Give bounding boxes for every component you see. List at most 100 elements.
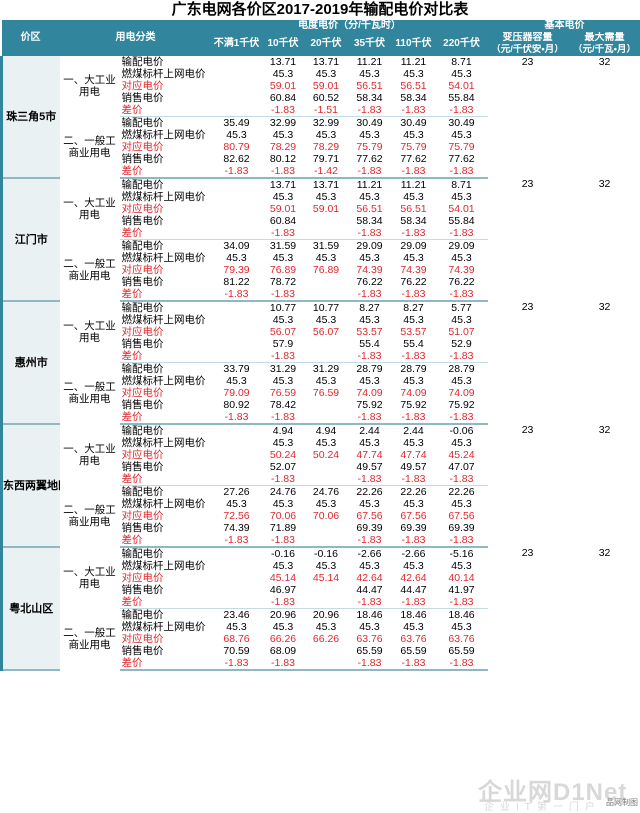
- price-cell-v-lt1: 80.79: [212, 141, 262, 153]
- price-cell-v20: 24.76: [305, 486, 348, 499]
- price-cell-v20: -1.42: [305, 165, 348, 178]
- price-cell-v20: -0.16: [305, 547, 348, 560]
- price-item-label: 销售电价: [120, 338, 212, 350]
- price-cell-v110: 56.51: [392, 80, 436, 92]
- price-cell-v-lt1: 45.3: [212, 621, 262, 633]
- price-cell-v220: 47.07: [436, 461, 488, 473]
- price-cell-v110: 49.57: [392, 461, 436, 473]
- price-cell-v35: 8.27: [348, 301, 392, 314]
- price-cell-v220: 8.71: [436, 56, 488, 68]
- price-cell-v10: 45.3: [262, 314, 305, 326]
- price-cell-v35: 2.44: [348, 424, 392, 437]
- price-cell-v20: 13.71: [305, 178, 348, 191]
- price-cell-v-lt1: -1.83: [212, 411, 262, 424]
- price-cell-v110: 29.09: [392, 240, 436, 253]
- price-cell-v220: 77.62: [436, 153, 488, 165]
- price-cell-v10: 66.26: [262, 633, 305, 645]
- price-cell-v-lt1: [212, 560, 262, 572]
- price-cell-v10: 50.24: [262, 449, 305, 461]
- price-cell-v-lt1: 74.39: [212, 522, 262, 534]
- price-cell-v220: 5.77: [436, 301, 488, 314]
- price-comparison-table: 价区 用电分类 电度电价（分/千瓦时） 基本电价 不满1千伏 10千伏 20千伏…: [0, 20, 640, 671]
- price-cell-v220: 75.79: [436, 141, 488, 153]
- price-cell-v35: 42.64: [348, 572, 392, 584]
- price-cell-v10: 45.3: [262, 498, 305, 510]
- max-demand-price: [568, 240, 640, 302]
- category-label: 一、大工业用电: [60, 301, 120, 363]
- max-demand-price: 32: [568, 56, 640, 117]
- price-cell-v10: 13.71: [262, 56, 305, 68]
- price-cell-v110: -2.66: [392, 547, 436, 560]
- price-cell-v10: 45.3: [262, 437, 305, 449]
- price-cell-v220: 30.49: [436, 117, 488, 130]
- price-cell-v20: [305, 584, 348, 596]
- price-cell-v110: 56.51: [392, 203, 436, 215]
- price-cell-v220: -1.83: [436, 534, 488, 547]
- price-cell-v10: 45.3: [262, 129, 305, 141]
- price-cell-v20: -1.51: [305, 104, 348, 117]
- price-cell-v220: 65.59: [436, 645, 488, 657]
- price-cell-v220: -1.83: [436, 288, 488, 301]
- category-label: 二、一般工商业用电: [60, 363, 120, 425]
- header-demand-unit: （元/千瓦•月）: [568, 44, 640, 56]
- price-cell-v220: 45.3: [436, 498, 488, 510]
- price-cell-v110: 28.79: [392, 363, 436, 376]
- price-cell-v35: 28.79: [348, 363, 392, 376]
- price-cell-v10: 60.84: [262, 92, 305, 104]
- header-basic-price: 基本电价: [488, 20, 640, 32]
- price-cell-v10: 60.84: [262, 215, 305, 227]
- price-cell-v20: [305, 522, 348, 534]
- price-item-label: 燃煤标杆上网电价: [120, 68, 212, 80]
- max-demand-price: 32: [568, 424, 640, 486]
- price-item-label: 对应电价: [120, 633, 212, 645]
- price-cell-v10: 24.76: [262, 486, 305, 499]
- price-cell-v220: 55.84: [436, 92, 488, 104]
- price-cell-v20: [305, 215, 348, 227]
- price-cell-v35: 74.09: [348, 387, 392, 399]
- price-cell-v20: 45.3: [305, 621, 348, 633]
- price-item-label: 销售电价: [120, 645, 212, 657]
- price-cell-v35: -1.83: [348, 596, 392, 609]
- price-cell-v10: 31.59: [262, 240, 305, 253]
- price-cell-v-lt1: 45.3: [212, 129, 262, 141]
- price-cell-v220: 54.01: [436, 203, 488, 215]
- price-item-label: 对应电价: [120, 264, 212, 276]
- price-cell-v35: -2.66: [348, 547, 392, 560]
- header-v10: 10千伏: [262, 32, 305, 56]
- price-cell-v20: 45.3: [305, 252, 348, 264]
- price-cell-v110: 58.34: [392, 215, 436, 227]
- price-cell-v20: 50.24: [305, 449, 348, 461]
- price-cell-v10: 45.3: [262, 68, 305, 80]
- price-cell-v10: -1.83: [262, 473, 305, 486]
- price-cell-v10: 78.72: [262, 276, 305, 288]
- price-cell-v20: 45.3: [305, 437, 348, 449]
- price-cell-v10: 59.01: [262, 203, 305, 215]
- price-cell-v220: 55.84: [436, 215, 488, 227]
- region-name: 惠州市: [2, 301, 60, 424]
- price-cell-v20: [305, 399, 348, 411]
- transformer-capacity-price: [488, 363, 568, 425]
- price-cell-v220: 22.26: [436, 486, 488, 499]
- price-cell-v10: 4.94: [262, 424, 305, 437]
- price-cell-v35: 53.57: [348, 326, 392, 338]
- price-cell-v110: 45.3: [392, 621, 436, 633]
- transformer-capacity-price: 23: [488, 547, 568, 609]
- price-cell-v10: 10.77: [262, 301, 305, 314]
- price-item-label: 差价: [120, 165, 212, 178]
- price-cell-v-lt1: [212, 104, 262, 117]
- price-cell-v10: -0.16: [262, 547, 305, 560]
- price-cell-v110: -1.83: [392, 350, 436, 363]
- price-cell-v35: 30.49: [348, 117, 392, 130]
- price-item-label: 差价: [120, 473, 212, 486]
- price-cell-v20: [305, 338, 348, 350]
- price-cell-v220: 45.3: [436, 314, 488, 326]
- price-cell-v110: 76.22: [392, 276, 436, 288]
- price-cell-v35: -1.83: [348, 350, 392, 363]
- price-cell-v10: 68.09: [262, 645, 305, 657]
- price-cell-v220: 45.3: [436, 375, 488, 387]
